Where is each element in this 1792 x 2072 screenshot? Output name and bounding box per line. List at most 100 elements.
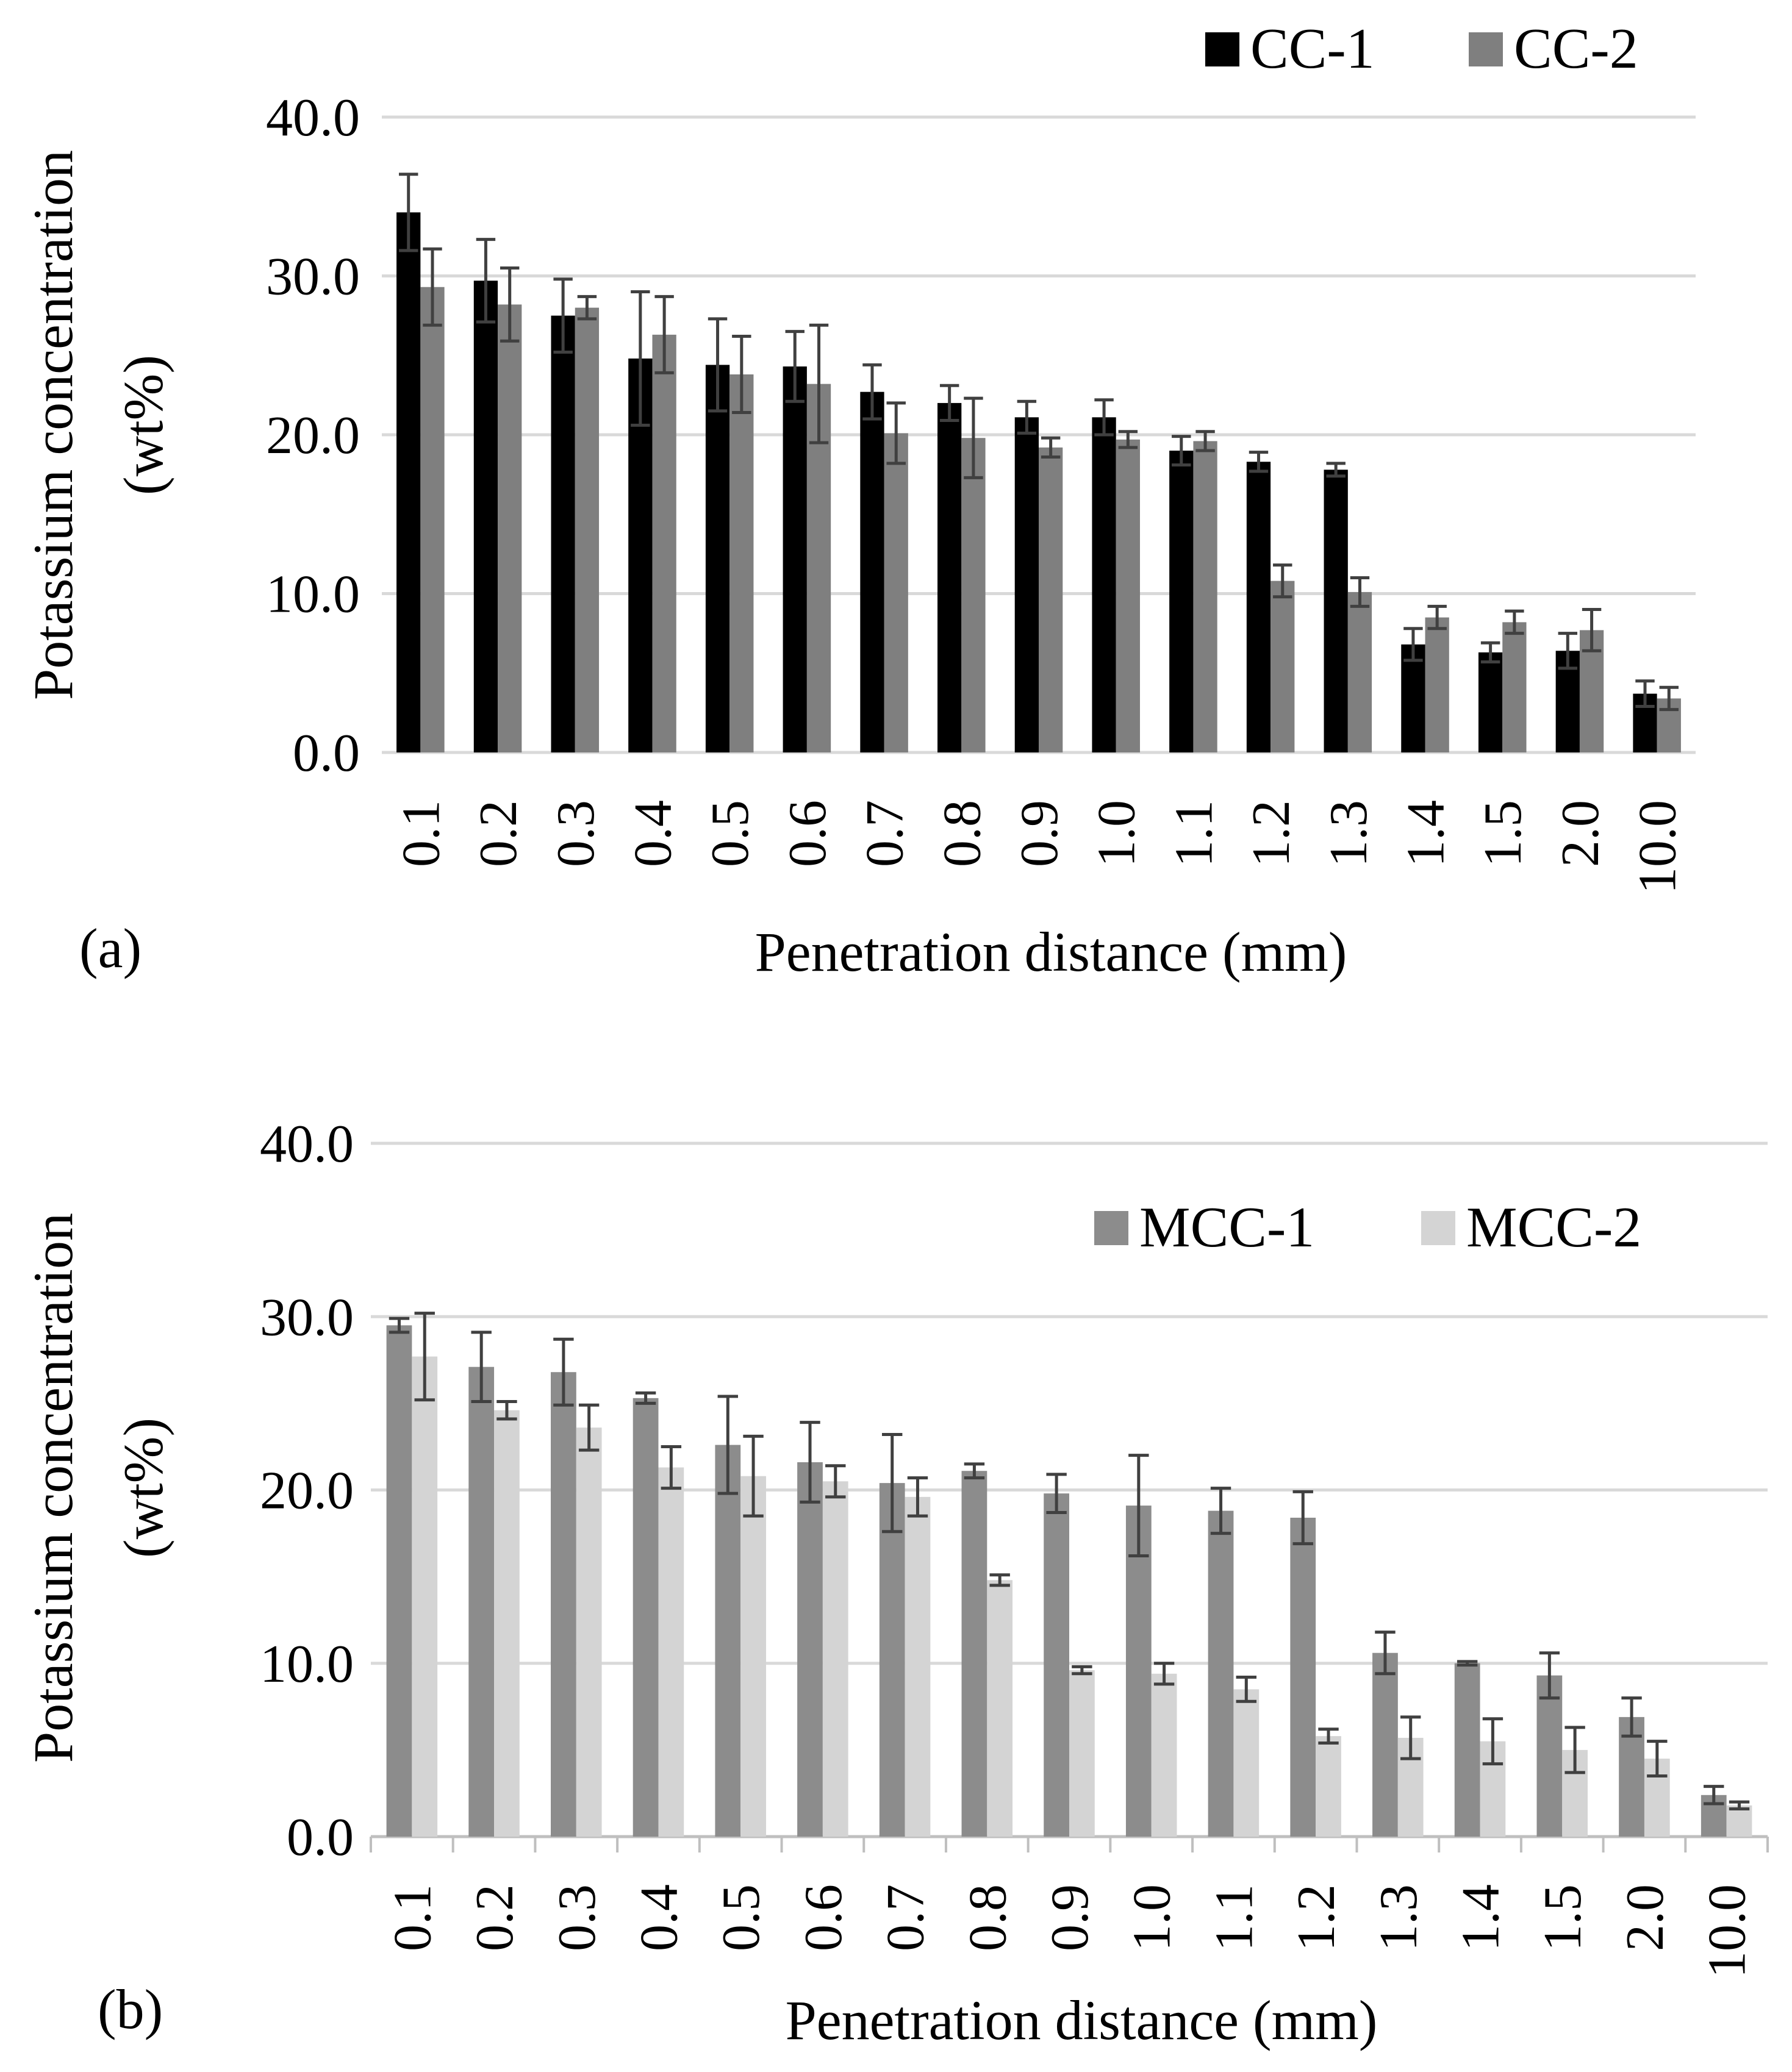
bar-cc-2 xyxy=(652,334,676,752)
y-tick-label: 10.0 xyxy=(260,1635,354,1694)
bar-cc-1 xyxy=(473,280,498,752)
bar-mcc-1 xyxy=(715,1445,741,1837)
bar-mcc-2 xyxy=(905,1496,931,1837)
bar-mcc-1 xyxy=(1372,1652,1398,1837)
x-axis-title: Penetration distance (mm) xyxy=(786,1989,1378,2051)
bar-mcc-1 xyxy=(879,1483,905,1837)
bar-mcc-2 xyxy=(822,1481,848,1837)
bar-cc-2 xyxy=(1347,591,1372,752)
bar-mcc-1 xyxy=(1536,1675,1563,1837)
bar-mcc-1 xyxy=(797,1462,823,1837)
x-tick-label: 0.4 xyxy=(623,800,683,867)
x-tick-label: 0.4 xyxy=(629,1884,689,1951)
bar-cc-1 xyxy=(1324,470,1348,752)
bar-cc-2 xyxy=(498,304,522,752)
bar-mcc-1 xyxy=(386,1325,412,1837)
bar-mcc-1 xyxy=(961,1471,987,1837)
bar-mcc-2 xyxy=(1726,1805,1752,1837)
x-tick-label: 1.3 xyxy=(1319,800,1378,867)
bar-mcc-1 xyxy=(468,1366,495,1837)
x-tick-label: 1.3 xyxy=(1369,1884,1428,1951)
x-tick-label: 0.2 xyxy=(469,800,528,867)
bar-cc-2 xyxy=(1271,581,1295,752)
y-tick-label: 0.0 xyxy=(287,1808,354,1867)
y-axis-title-line1: Potassium concentration xyxy=(22,1213,84,1763)
y-axis-title-line2: (wt%) xyxy=(112,355,174,495)
x-tick-label: 0.5 xyxy=(701,800,760,867)
bar-cc-2 xyxy=(1039,447,1063,752)
x-tick-label: 1.1 xyxy=(1205,1884,1264,1951)
y-tick-label: 30.0 xyxy=(260,1288,354,1347)
bar-mcc-2 xyxy=(412,1356,438,1837)
x-tick-label: 0.8 xyxy=(958,1884,1017,1951)
bar-cc-2 xyxy=(884,433,908,752)
bar-mcc-1 xyxy=(633,1398,659,1837)
legend-swatch-cc-2 xyxy=(1469,32,1503,66)
bar-cc-1 xyxy=(705,365,730,752)
chart-panel-b: 0.0 10.0 20.0 30.0 40.0 0.1 0.2 0.3 0.4 0.5 0.6 0.7… xyxy=(22,1115,1769,2051)
bar-cc-1 xyxy=(860,391,884,752)
x-tick-label: 10.0 xyxy=(1629,800,1688,894)
bar-mcc-1 xyxy=(551,1372,576,1837)
y-tick-label: 10.0 xyxy=(266,565,360,624)
bar-mcc-2 xyxy=(987,1580,1013,1837)
bar-mcc-2 xyxy=(576,1427,602,1837)
chart-panel-a: 0.0 10.0 20.0 30.0 40.0 0.1 0.2 0.3 0.4 0.5 0.6 0.7… xyxy=(22,17,1696,983)
x-tick-label: 1.2 xyxy=(1287,1884,1346,1951)
y-tick-label: 40.0 xyxy=(266,88,360,148)
bar-cc-1 xyxy=(783,366,807,752)
bar-mcc-1 xyxy=(1454,1663,1480,1837)
legend-label-cc-1: CC-1 xyxy=(1250,17,1375,80)
x-tick-label: 1.5 xyxy=(1474,800,1533,867)
x-tick-label: 1.4 xyxy=(1452,1884,1511,1951)
bar-mcc-1 xyxy=(1208,1510,1234,1837)
panel-label: (a) xyxy=(79,917,142,979)
bar-cc-2 xyxy=(1193,441,1217,752)
bar-mcc-2 xyxy=(1151,1673,1177,1837)
bar-cc-1 xyxy=(937,402,962,752)
bar-mcc-1 xyxy=(1044,1493,1069,1837)
bar-cc-1 xyxy=(1092,417,1116,752)
panel-label: (b) xyxy=(98,1978,163,2040)
x-tick-label: 0.6 xyxy=(778,800,837,867)
bar-mcc-2 xyxy=(740,1476,766,1837)
legend-label-cc-2: CC-2 xyxy=(1514,17,1638,80)
bar-cc-1 xyxy=(1014,417,1039,752)
y-tick-label: 40.0 xyxy=(260,1115,354,1174)
x-tick-label: 1.2 xyxy=(1242,800,1301,867)
x-tick-label: 0.1 xyxy=(383,1884,442,1951)
bar-cc-2 xyxy=(1425,617,1449,752)
x-tick-label: 0.2 xyxy=(465,1884,525,1951)
bar-mcc-2 xyxy=(1316,1736,1341,1837)
bar-mcc-1 xyxy=(1290,1517,1316,1837)
y-tick-label: 20.0 xyxy=(260,1462,354,1521)
bar-cc-2 xyxy=(806,384,831,752)
bar-cc-1 xyxy=(396,212,421,752)
bar-cc-2 xyxy=(1116,439,1140,752)
x-tick-label: 0.7 xyxy=(876,1884,936,1951)
x-axis-title: Penetration distance (mm) xyxy=(755,921,1347,983)
y-axis-title-line1: Potassium concentration xyxy=(22,150,84,700)
bar-mcc-2 xyxy=(494,1410,520,1837)
bar-mcc-2 xyxy=(658,1467,684,1837)
x-tick-label: 0.1 xyxy=(392,800,451,867)
bar-cc-2 xyxy=(575,307,600,753)
bar-mcc-1 xyxy=(1125,1506,1152,1837)
x-tick-label: 1.0 xyxy=(1088,800,1147,867)
bar-mcc-2 xyxy=(1069,1670,1095,1837)
x-tick-label: 1.0 xyxy=(1123,1884,1182,1951)
y-tick-label: 20.0 xyxy=(266,406,360,465)
legend-label-mcc-2: MCC-2 xyxy=(1466,1196,1641,1259)
y-tick-label: 0.0 xyxy=(293,724,360,783)
legend-swatch-cc-1 xyxy=(1205,32,1239,66)
legend-swatch-mcc-1 xyxy=(1094,1211,1128,1245)
legend-label-mcc-1: MCC-1 xyxy=(1139,1196,1314,1259)
x-tick-label: 1.4 xyxy=(1397,800,1456,867)
legend-swatch-mcc-2 xyxy=(1421,1211,1455,1245)
bar-cc-1 xyxy=(1401,644,1425,752)
y-axis-title-line2: (wt%) xyxy=(112,1418,174,1558)
bar-cc-1 xyxy=(1246,462,1271,752)
bar-cc-2 xyxy=(961,438,986,752)
